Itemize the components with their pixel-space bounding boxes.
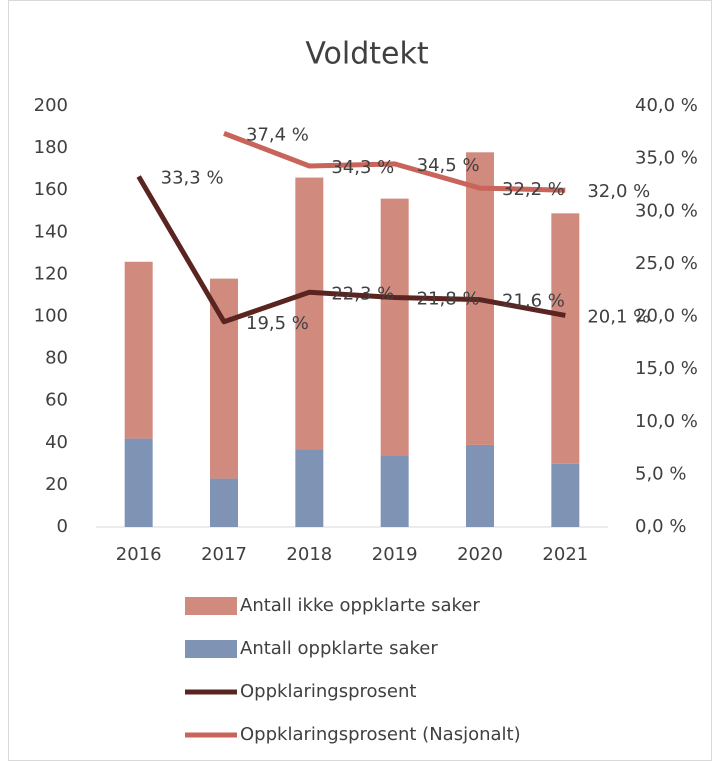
- line: [223, 131, 566, 193]
- legend-swatch: [185, 640, 237, 658]
- bar: [551, 213, 580, 464]
- y-tick-label: 80: [45, 348, 68, 369]
- data-label: 21,8 %: [417, 289, 480, 310]
- bar: [295, 449, 324, 527]
- y2-tick-label: 35,0 %: [635, 148, 698, 169]
- y2-tick-label: 10,0 %: [635, 411, 698, 432]
- bar: [124, 261, 153, 439]
- legend-label: Antall oppklarte saker: [240, 638, 438, 659]
- data-label: 34,3 %: [331, 157, 394, 178]
- y-tick-label: 100: [34, 306, 68, 327]
- y2-tick-label: 20,0 %: [635, 306, 698, 327]
- x-tick-label: 2016: [116, 544, 162, 565]
- y-tick-label: 20: [45, 474, 68, 495]
- y-tick-label: 160: [34, 179, 68, 200]
- x-tick-label: 2017: [201, 544, 247, 565]
- x-tick-label: 2018: [286, 544, 332, 565]
- y-tick-label: 120: [34, 263, 68, 284]
- data-label: 33,3 %: [161, 168, 224, 189]
- data-label: 21,6 %: [502, 291, 565, 312]
- y-tick-label: 60: [45, 390, 68, 411]
- bar: [124, 438, 153, 527]
- y2-tick-label: 15,0 %: [635, 358, 698, 379]
- y-tick-label: 140: [34, 221, 68, 242]
- data-label: 20,1 %: [587, 306, 650, 327]
- bar: [466, 444, 494, 527]
- y2-tick-label: 40,0 %: [635, 95, 698, 116]
- data-label: 22,3 %: [331, 283, 394, 304]
- data-label: 19,5 %: [246, 313, 309, 334]
- y2-tick-label: 30,0 %: [635, 200, 698, 221]
- bar: [210, 478, 238, 527]
- line: [136, 175, 566, 325]
- data-label: 34,5 %: [417, 155, 480, 176]
- bar: [380, 198, 409, 456]
- y2-tick-label: 5,0 %: [635, 463, 686, 484]
- x-tick-label: 2021: [542, 544, 588, 565]
- bar: [210, 278, 238, 479]
- chart-title: Voldtekt: [305, 37, 429, 72]
- x-tick-label: 2020: [457, 544, 503, 565]
- y-tick-label: 200: [34, 95, 68, 116]
- y2-tick-label: 0,0 %: [635, 516, 686, 537]
- data-label: 32,0 %: [587, 181, 650, 202]
- y-tick-label: 180: [34, 137, 68, 158]
- y-tick-label: 40: [45, 432, 68, 453]
- legend-swatch: [185, 597, 237, 615]
- legend-label: Oppklaringsprosent: [240, 681, 416, 702]
- legend-label: Oppklaringsprosent (Nasjonalt): [240, 724, 521, 745]
- bar: [551, 463, 580, 527]
- data-label: 37,4 %: [246, 124, 309, 145]
- legend-label: Antall ikke oppklarte saker: [240, 595, 480, 616]
- bar: [295, 177, 324, 450]
- y-tick-label: 0: [57, 516, 68, 537]
- y2-tick-label: 25,0 %: [635, 253, 698, 274]
- x-tick-label: 2019: [372, 544, 418, 565]
- bar: [380, 455, 409, 527]
- data-label: 32,2 %: [502, 179, 565, 200]
